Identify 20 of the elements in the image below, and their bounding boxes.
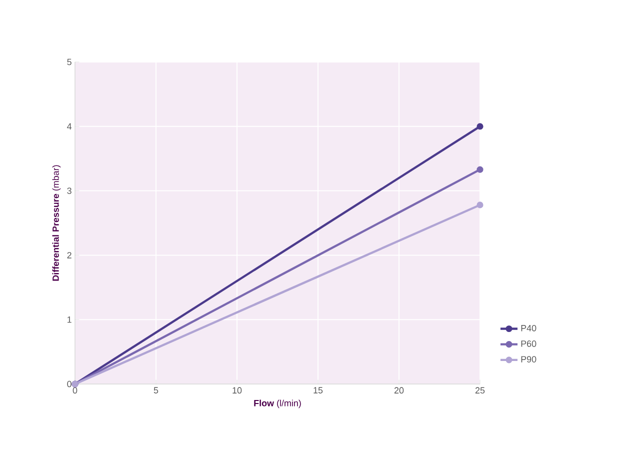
x-tick-label: 15 bbox=[314, 387, 323, 394]
point bbox=[476, 123, 484, 130]
y-tick-label: 1 bbox=[68, 316, 72, 323]
point bbox=[476, 166, 484, 173]
y-tick-label: 5 bbox=[67, 58, 72, 66]
y-tick-label: 4 bbox=[67, 123, 72, 130]
y-tick-label: 3 bbox=[67, 188, 72, 194]
x-axis-title: Flow (l/min) bbox=[254, 400, 301, 408]
x-tick-label: 10 bbox=[232, 387, 242, 394]
x-tick-label: 0 bbox=[72, 387, 78, 394]
x-tick-label: 25 bbox=[475, 387, 485, 394]
x-tick-label: 20 bbox=[394, 387, 404, 394]
y-tick-label: 0 bbox=[67, 380, 72, 388]
legend-label: P60 bbox=[521, 340, 536, 347]
legend-label: P40 bbox=[521, 324, 536, 332]
x-tick-label: 5 bbox=[154, 387, 158, 394]
legend-label: P90 bbox=[521, 356, 536, 362]
y-axis-title: Differential Pressure (mbar) bbox=[52, 165, 61, 281]
point bbox=[476, 202, 484, 208]
y-tick-label: 2 bbox=[67, 252, 72, 258]
